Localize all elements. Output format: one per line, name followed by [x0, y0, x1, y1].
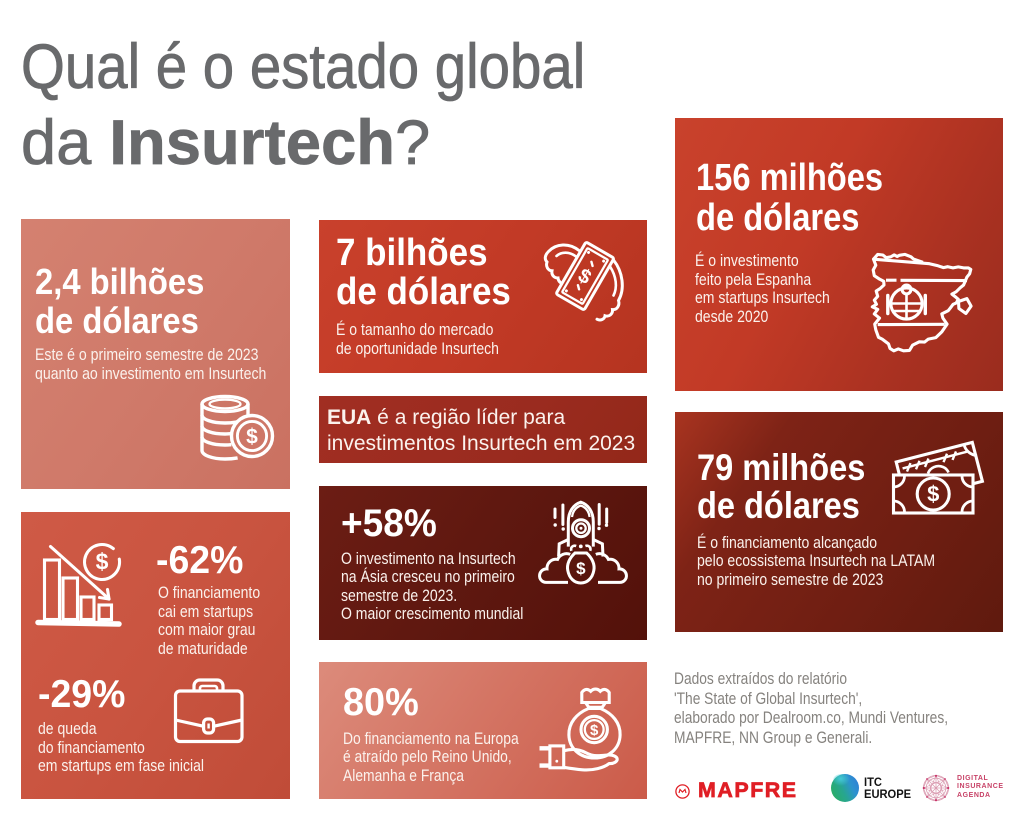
- svg-text:$: $: [246, 426, 258, 449]
- svg-text:$: $: [590, 722, 599, 739]
- svg-text:$: $: [927, 482, 939, 507]
- svg-text:$: $: [576, 559, 586, 578]
- svg-text:$: $: [96, 549, 109, 575]
